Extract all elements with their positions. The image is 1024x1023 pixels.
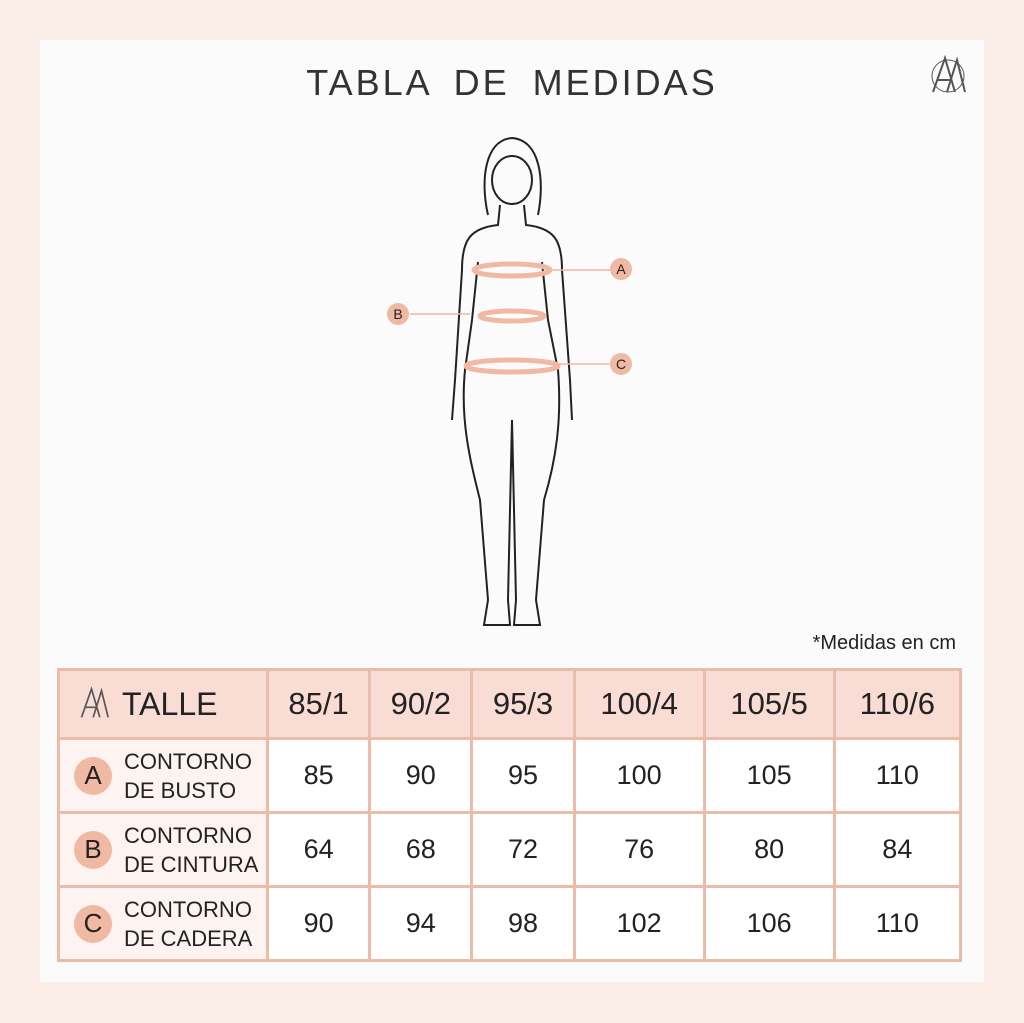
table-row: A CONTORNO DE BUSTO 85 90 95 100 105 110: [57, 737, 963, 814]
marker-c: C: [616, 356, 626, 372]
cell: 94: [368, 885, 474, 962]
body-measurement-figure: A B C: [387, 136, 632, 626]
size-table: TALLE 85/1 90/2 95/3 100/4 105/5 110/6 A…: [57, 668, 963, 962]
cell: 64: [265, 811, 372, 888]
cell: 80: [702, 811, 836, 888]
size-header: 85/1: [265, 668, 372, 740]
size-header: 90/2: [368, 668, 474, 740]
cell: 84: [832, 811, 963, 888]
row-label: DE CINTURA: [124, 851, 259, 877]
table-row: C CONTORNO DE CADERA 90 94 98 102 106 110: [57, 885, 963, 962]
cell: 95: [470, 737, 576, 814]
cell: 110: [832, 737, 963, 814]
page-title: TABLA DE MEDIDAS: [306, 62, 718, 103]
row-letter-badge: A: [74, 756, 112, 795]
row-label: CONTORNO: [124, 748, 252, 774]
row-label: CONTORNO: [124, 822, 252, 848]
cell: 100: [572, 737, 706, 814]
row-label: DE CADERA: [124, 925, 253, 951]
size-header: 105/5: [702, 668, 836, 740]
cell: 68: [368, 811, 474, 888]
units-note: *Medidas en cm: [812, 632, 956, 654]
size-header: 95/3: [470, 668, 576, 740]
monogram-logo-icon: [931, 54, 966, 93]
cell: 98: [470, 885, 576, 962]
row-label: DE BUSTO: [124, 777, 237, 803]
cell: 85: [265, 737, 372, 814]
row-letter-badge: C: [74, 904, 112, 943]
size-header: 100/4: [572, 668, 706, 740]
row-label: CONTORNO: [124, 896, 252, 922]
cell: 72: [470, 811, 576, 888]
marker-a: A: [616, 261, 626, 277]
table-header-row: TALLE 85/1 90/2 95/3 100/4 105/5 110/6: [57, 668, 963, 740]
cell: 105: [702, 737, 836, 814]
talle-header: TALLE: [122, 685, 218, 722]
table-row: B CONTORNO DE CINTURA 64 68 72 76 80 84: [57, 811, 963, 888]
marker-b: B: [393, 306, 402, 322]
size-header: 110/6: [832, 668, 963, 740]
cell: 110: [832, 885, 963, 962]
cell: 106: [702, 885, 836, 962]
monogram-logo-icon: [80, 686, 109, 718]
row-letter-badge: B: [74, 830, 112, 869]
cell: 76: [572, 811, 706, 888]
cell: 90: [265, 885, 372, 962]
cell: 90: [368, 737, 474, 814]
cell: 102: [572, 885, 706, 962]
